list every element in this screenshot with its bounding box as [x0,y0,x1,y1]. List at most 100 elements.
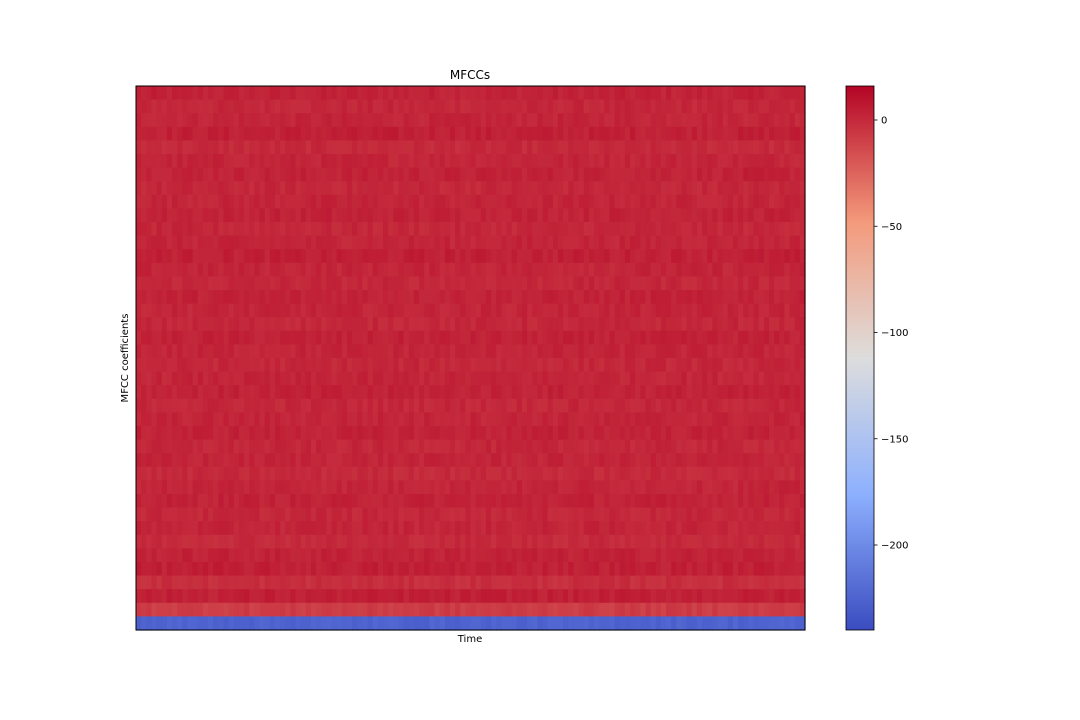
heatmap-cell [208,154,214,169]
heatmap-cell [624,412,631,427]
heatmap-cell [249,439,255,454]
heatmap-cell [264,466,271,481]
heatmap-cell [732,113,739,128]
heatmap-cell [280,167,286,182]
heatmap-cell [717,99,724,114]
heatmap-cell [280,507,286,522]
heatmap-cell [413,194,420,209]
heatmap-cell [156,86,163,101]
heatmap-cell [784,412,791,427]
heatmap-cell [161,575,168,590]
heatmap-cell [208,222,214,237]
heatmap-cell [192,290,199,305]
heatmap-cell [439,398,446,413]
heatmap-cell [202,126,209,141]
heatmap-cell [542,222,549,237]
heatmap-cell [259,453,266,468]
heatmap-cell [588,439,595,454]
heatmap-cell [403,534,410,549]
heatmap-cell [254,235,261,250]
heatmap-cell [527,466,533,481]
heatmap-cell [583,113,590,128]
heatmap-cell [233,548,240,563]
heatmap-cell [707,262,713,277]
heatmap-cell [732,208,739,223]
heatmap-cell [136,86,142,101]
heatmap-cell [383,521,389,536]
heatmap-cell [300,113,307,128]
heatmap-cell [208,167,214,182]
heatmap-cell [485,276,492,291]
heatmap-cell [419,534,425,549]
heatmap-cell [573,249,580,264]
heatmap-cell [527,154,533,169]
heatmap-cell [619,249,626,264]
heatmap-cell [439,548,446,563]
heatmap-cell [691,167,698,182]
heatmap-cell [619,276,626,291]
heatmap-cell [712,167,719,182]
heatmap-cell [578,181,585,196]
heatmap-cell [501,330,508,345]
heatmap-cell [527,113,533,128]
heatmap-cell [336,303,343,318]
heatmap-cell [156,317,163,332]
heatmap-cell [640,534,647,549]
heatmap-cell [686,358,693,373]
heatmap-cell [310,480,317,495]
heatmap-cell [686,262,693,277]
heatmap-cell [249,385,255,400]
heatmap-cell [408,181,415,196]
heatmap-cell [604,330,611,345]
heatmap-cell [480,330,487,345]
heatmap-cell [346,453,353,468]
heatmap-cell [362,466,369,481]
heatmap-cell [264,140,271,155]
heatmap-cell [758,126,765,141]
heatmap-cell [681,317,688,332]
heatmap-cell [578,126,585,141]
heatmap-cell [444,113,451,128]
heatmap-cell [408,154,415,169]
heatmap-cell [573,276,580,291]
heatmap-cell [609,290,616,305]
heatmap-cell [238,494,245,509]
heatmap-cell [161,548,168,563]
heatmap-cell [208,494,214,509]
heatmap-cell [568,317,575,332]
heatmap-cell [609,113,616,128]
heatmap-cell [166,262,173,277]
heatmap-cell [408,249,415,264]
heatmap-cell [460,126,466,141]
heatmap-cell [542,521,549,536]
heatmap-cell [233,426,240,441]
heatmap-cell [779,398,786,413]
heatmap-cell [377,344,384,359]
heatmap-cell [439,249,446,264]
heatmap-cell [794,466,801,481]
heatmap-cell [717,562,724,577]
heatmap-cell [208,412,214,427]
heatmap-cell [624,358,631,373]
heatmap-cell [568,249,575,264]
heatmap-cell [743,589,749,604]
heatmap-cell [475,548,482,563]
heatmap-cell [202,290,209,305]
heatmap-cell [331,86,338,101]
heatmap-cell [259,222,266,237]
heatmap-cell [249,194,255,209]
heatmap-cell [527,426,533,441]
heatmap-cell [244,317,250,332]
heatmap-cell [768,113,775,128]
heatmap-cell [609,222,616,237]
heatmap-cell [547,181,554,196]
heatmap-cell [305,290,312,305]
heatmap-cell [547,494,554,509]
heatmap-cell [300,575,307,590]
heatmap-cell [274,602,281,617]
heatmap-cell [249,86,255,101]
heatmap-cell [223,412,230,427]
heatmap-cell [696,276,703,291]
heatmap-cell [583,344,590,359]
heatmap-cell [712,494,719,509]
